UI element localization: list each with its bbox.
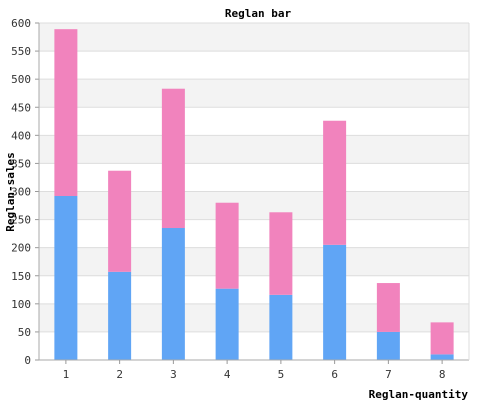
x-tick-label: 7 [385, 368, 392, 381]
x-axis-label: Reglan-quantity [369, 388, 469, 400]
y-tick-label: 550 [11, 45, 31, 58]
y-tick-label: 350 [11, 157, 31, 170]
bar-series-1-5 [269, 294, 293, 360]
bar-series-1-4 [215, 288, 239, 360]
bar-series-1-2 [108, 271, 132, 360]
y-tick-label: 450 [11, 101, 31, 114]
y-tick-label: 400 [11, 129, 31, 142]
y-tick-label: 500 [11, 73, 31, 86]
y-tick-label: 300 [11, 186, 31, 199]
bar-series-1-7 [376, 331, 400, 360]
plot-band [39, 107, 469, 136]
plot-band [39, 331, 469, 360]
x-tick-label: 5 [278, 368, 285, 381]
bar-series-1-3 [161, 228, 185, 360]
plot-band [39, 275, 469, 304]
plot-band [39, 219, 469, 248]
y-tick-label: 0 [24, 354, 31, 367]
x-tick-label: 1 [63, 368, 70, 381]
bar-series-2-4 [215, 202, 239, 289]
plot-band [39, 135, 469, 164]
y-tick-label: 50 [18, 326, 31, 339]
plot-band [39, 163, 469, 192]
x-tick-label: 8 [439, 368, 446, 381]
bar-series-2-3 [161, 88, 185, 229]
x-tick-label: 3 [170, 368, 177, 381]
x-tick-label: 2 [116, 368, 123, 381]
y-tick-label: 100 [11, 298, 31, 311]
axes [38, 23, 470, 361]
bar-series-2-6 [323, 120, 347, 245]
bar-series-2-7 [376, 283, 400, 332]
y-tick-label: 200 [11, 242, 31, 255]
bar-series-2-1 [54, 29, 78, 196]
y-tick-label: 150 [11, 270, 31, 283]
bar-series-2-2 [108, 170, 132, 272]
bars [54, 29, 454, 360]
y-tick-label: 250 [11, 214, 31, 227]
x-tick-label: 4 [224, 368, 231, 381]
x-tick-labels: 1 2 3 4 5 6 7 8 [63, 360, 446, 381]
bar-series-2-5 [269, 212, 293, 295]
plot-band [39, 247, 469, 276]
plot-band [39, 51, 469, 80]
y-tick-labels: 0 50 100 150 200 250 300 350 400 450 500 550 600 [11, 17, 31, 367]
bar-series-1-1 [54, 195, 78, 360]
plot-band [39, 23, 469, 52]
bar-series-1-8 [430, 354, 454, 360]
plot-band [39, 79, 469, 108]
y-axis-label: Reglan-sales [4, 152, 17, 231]
x-tick-label: 6 [331, 368, 338, 381]
bar-series-2-8 [430, 322, 454, 355]
chart-title: Reglan bar [225, 7, 292, 20]
bar-series-1-6 [323, 244, 347, 360]
plot-band [39, 191, 469, 220]
plot-band [39, 303, 469, 332]
y-tick-label: 600 [11, 17, 31, 30]
